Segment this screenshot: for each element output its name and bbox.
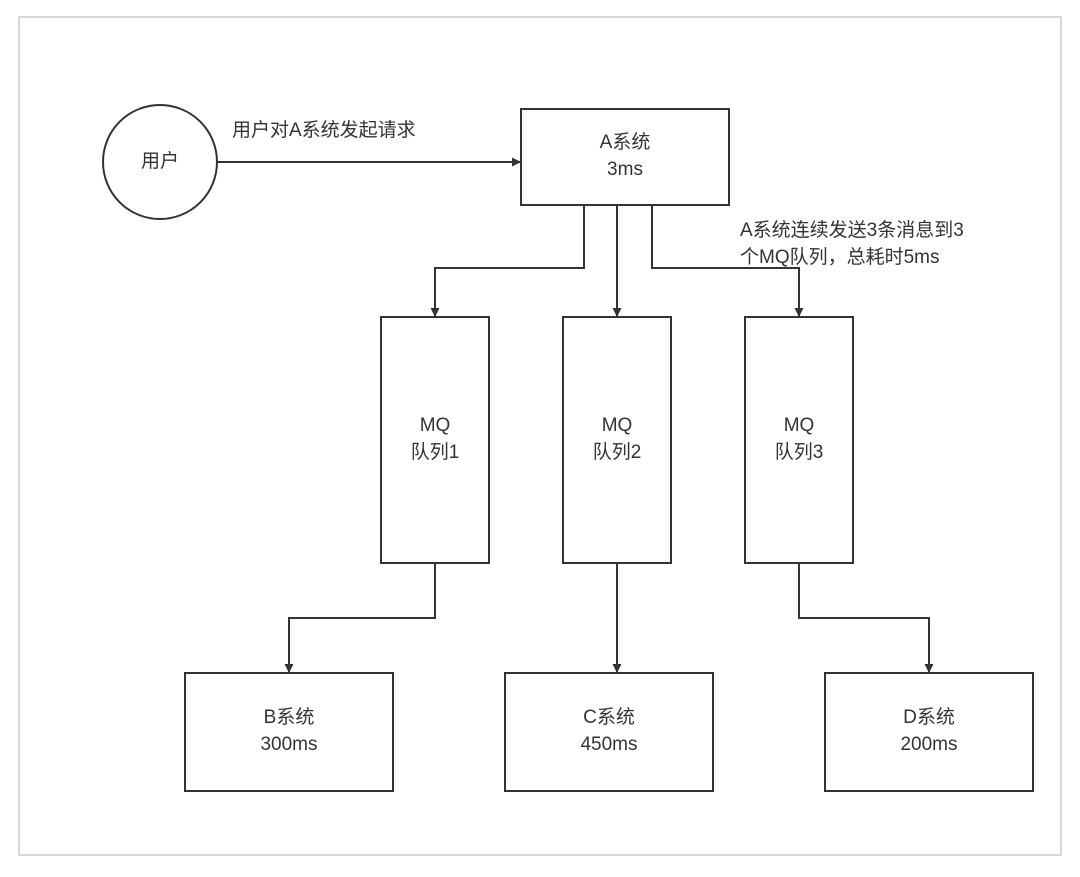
node-mq-3-line1: MQ [784, 413, 815, 440]
node-mq-1: MQ 队列1 [380, 316, 490, 564]
node-system-c-line2: 450ms [580, 732, 637, 759]
label-user-request: 用户对A系统发起请求 [232, 118, 492, 145]
label-mq-note-line2: 个MQ队列，总耗时5ms [740, 247, 940, 268]
node-user-label: 用户 [141, 149, 179, 176]
node-system-a-line1: A系统 [600, 130, 651, 157]
diagram-canvas: 用户 A系统 3ms MQ 队列1 MQ 队列2 MQ 队列3 B系统 300m… [0, 0, 1080, 877]
node-mq-2-line2: 队列2 [593, 440, 642, 467]
node-system-c-line1: C系统 [583, 705, 635, 732]
node-system-b-line1: B系统 [264, 705, 315, 732]
node-mq-3-line2: 队列3 [775, 440, 824, 467]
node-mq-1-line2: 队列1 [411, 440, 460, 467]
label-mq-note: A系统连续发送3条消息到3 个MQ队列，总耗时5ms [740, 218, 1040, 271]
node-system-d: D系统 200ms [824, 672, 1034, 792]
node-mq-3: MQ 队列3 [744, 316, 854, 564]
node-system-b: B系统 300ms [184, 672, 394, 792]
node-system-b-line2: 300ms [260, 732, 317, 759]
node-mq-2: MQ 队列2 [562, 316, 672, 564]
node-mq-2-line1: MQ [602, 413, 633, 440]
node-system-d-line1: D系统 [903, 705, 955, 732]
node-system-a-line2: 3ms [607, 157, 643, 184]
node-mq-1-line1: MQ [420, 413, 451, 440]
node-system-d-line2: 200ms [900, 732, 957, 759]
label-mq-note-line1: A系统连续发送3条消息到3 [740, 220, 964, 241]
node-system-c: C系统 450ms [504, 672, 714, 792]
node-system-a: A系统 3ms [520, 108, 730, 206]
node-user: 用户 [102, 104, 218, 220]
